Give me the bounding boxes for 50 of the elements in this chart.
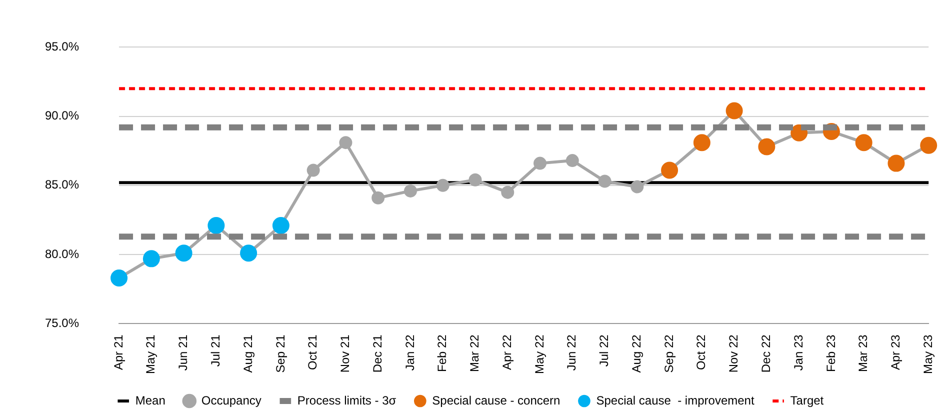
point xyxy=(598,174,612,188)
x-tick-label: Oct 21 xyxy=(306,334,320,370)
point xyxy=(372,191,385,204)
x-tick-label: Jun 21 xyxy=(176,334,190,371)
x-tick-label: Nov 22 xyxy=(726,334,741,373)
point xyxy=(468,173,482,186)
x-tick-label: Dec 22 xyxy=(759,334,773,373)
legend-label: Special cause - improvement xyxy=(596,393,755,408)
x-tick-label: Apr 21 xyxy=(111,334,126,370)
x-tick-label: May 21 xyxy=(144,334,158,374)
x-tick-label: Oct 22 xyxy=(694,334,708,370)
x-tick-label: Jul 22 xyxy=(597,334,612,367)
x-tick-label: Sep 22 xyxy=(662,334,676,373)
x-tick-label: Dec 21 xyxy=(370,334,384,373)
y-tick-label: 85.0% xyxy=(44,178,80,192)
x-tick-label: Jan 22 xyxy=(402,334,417,371)
x-tick-label: May 23 xyxy=(920,334,935,374)
point xyxy=(272,217,290,234)
legend-label: Mean xyxy=(135,393,166,408)
legend-label: Occupancy xyxy=(201,393,262,408)
x-tick-label: Nov 21 xyxy=(338,334,352,373)
y-tick-label: 80.0% xyxy=(44,246,80,261)
point xyxy=(501,186,514,199)
x-tick-label: Sep 21 xyxy=(273,334,288,373)
x-tick-label: Jul 21 xyxy=(208,334,222,367)
point xyxy=(566,154,579,168)
x-tick-label: Apr 22 xyxy=(500,334,514,370)
x-tick-label: Mar 23 xyxy=(856,334,870,372)
x-tick-label: Feb 23 xyxy=(824,334,838,372)
point xyxy=(339,136,352,150)
point xyxy=(436,178,450,192)
y-tick-label: 90.0% xyxy=(44,108,80,123)
point xyxy=(208,217,225,234)
y-tick-label: 75.0% xyxy=(44,316,80,330)
y-tick-label: 95.0% xyxy=(44,40,80,54)
x-tick-label: Mar 22 xyxy=(468,334,482,372)
x-tick-label: Apr 23 xyxy=(888,334,903,370)
x-tick-label: Jun 22 xyxy=(564,334,579,371)
point xyxy=(534,156,547,170)
x-tick-label: Aug 22 xyxy=(629,334,644,373)
legend-label: Process limits - 3σ xyxy=(297,393,397,408)
point xyxy=(404,184,417,198)
x-tick-label: May 22 xyxy=(532,334,546,374)
x-tick-label: Aug 21 xyxy=(240,334,255,373)
legend-label: Target xyxy=(790,393,824,408)
x-tick-label: Feb 22 xyxy=(435,334,450,372)
x-tick-label: Jan 23 xyxy=(791,334,806,371)
point xyxy=(306,164,320,177)
point xyxy=(630,180,644,194)
legend-label: Special cause - concern xyxy=(432,393,560,408)
